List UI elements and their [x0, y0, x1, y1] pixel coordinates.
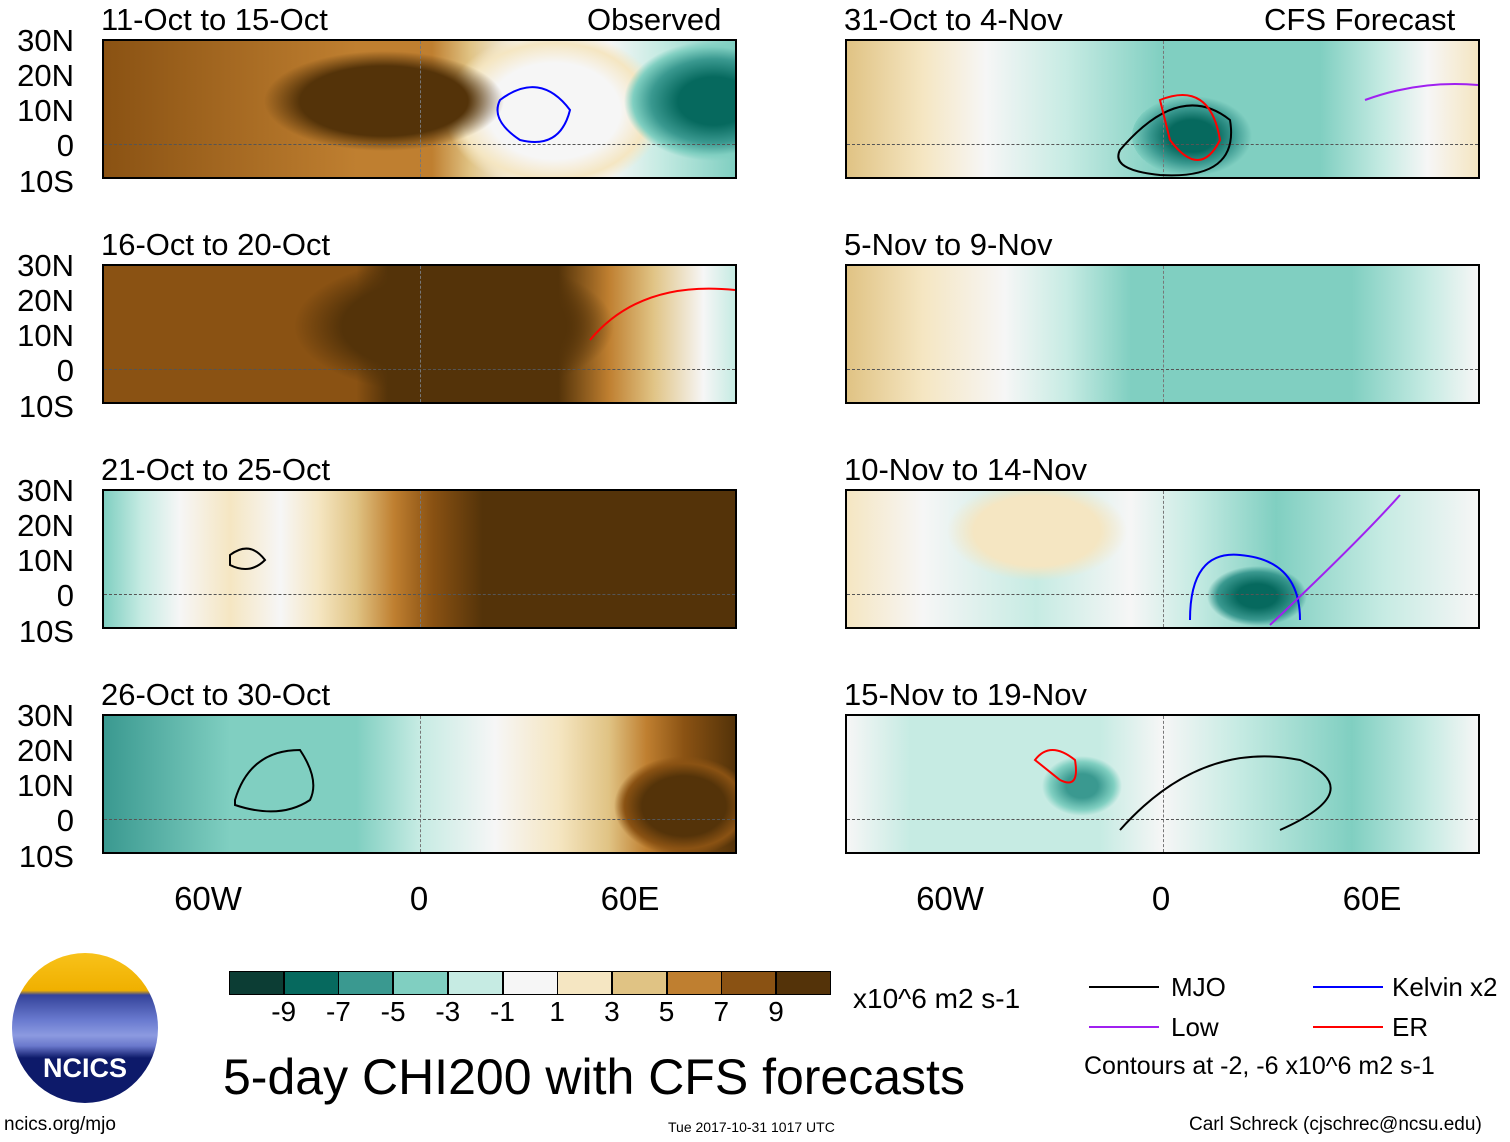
colorbar-label: -3: [435, 996, 461, 1027]
low-contour: [1364, 83, 1479, 101]
legend-line-low: [1089, 1026, 1159, 1028]
colorbar-label: 7: [713, 996, 730, 1027]
mjo-contour: [1117, 104, 1233, 177]
colorbar-swatch: [338, 971, 394, 995]
colorbar-swatch: [721, 971, 777, 995]
x-tick: 0: [409, 880, 429, 917]
panel-title: 11-Oct to 15-Oct: [101, 2, 328, 37]
panel-title: 21-Oct to 25-Oct: [101, 452, 331, 487]
low-contour: [1269, 494, 1401, 626]
panel-title: 31-Oct to 4-Nov: [844, 2, 1063, 37]
figure-title: 5-day CHI200 with CFS forecasts: [223, 1049, 965, 1105]
y-tick: 10S: [18, 614, 74, 649]
legend-label: Low: [1171, 1012, 1219, 1042]
map-panel-fcst-3: [845, 489, 1480, 629]
y-tick: 20N: [17, 508, 74, 543]
y-tick: 30N: [17, 698, 74, 733]
panel-title: 16-Oct to 20-Oct: [101, 227, 331, 262]
colorbar-units: x10^6 m2 s-1: [853, 983, 1021, 1014]
contour-overlay: [229, 83, 1479, 831]
timestamp: Tue 2017-10-31 1017 UTC: [668, 1119, 835, 1135]
er-contour: [1158, 94, 1222, 161]
y-tick: 10N: [17, 543, 74, 578]
legend-label: MJO: [1171, 972, 1226, 1002]
panel-title: 5-Nov to 9-Nov: [844, 227, 1053, 262]
er-contour: [1033, 749, 1077, 784]
y-tick: 20N: [17, 58, 74, 93]
colorbar-swatch: [502, 971, 558, 995]
mjo-contour: [1119, 755, 1332, 831]
colorbar-swatch: [611, 971, 667, 995]
y-tick: 30N: [17, 473, 74, 508]
colorbar-swatch: [447, 971, 503, 995]
legend-label: ER: [1392, 1012, 1429, 1042]
column-label-observed: Observed: [587, 2, 722, 37]
x-tick: 60W: [174, 880, 242, 917]
kelvin-contour: [496, 86, 572, 143]
panel-title: 10-Nov to 14-Nov: [844, 452, 1087, 487]
x-tick: 60W: [916, 880, 984, 917]
mjo-contour: [234, 748, 315, 813]
contour-note: Contours at -2, -6 x10^6 m2 s-1: [1084, 1052, 1435, 1080]
kelvin-contour: [1189, 553, 1301, 621]
colorbar-label: -9: [271, 996, 297, 1027]
colorbar-swatch: [393, 971, 449, 995]
map-panel-obs-1: [102, 39, 737, 179]
y-tick: 10N: [17, 768, 74, 803]
x-tick: 0: [1151, 880, 1171, 917]
panel-title: 26-Oct to 30-Oct: [101, 677, 331, 712]
y-tick: 30N: [17, 23, 74, 58]
x-tick: 60E: [600, 880, 660, 917]
colorbar-swatch: [666, 971, 722, 995]
map-panel-obs-4: [102, 714, 737, 854]
mjo-contour: [229, 547, 267, 570]
colorbar-swatch: [776, 971, 831, 995]
colorbar-label: -1: [490, 996, 515, 1027]
y-tick: 10N: [17, 93, 74, 128]
map-panel-fcst-2: [845, 264, 1480, 404]
column-label-forecast: CFS Forecast: [1264, 2, 1456, 37]
y-tick: 10S: [18, 389, 74, 424]
colorbar-label: -7: [325, 996, 351, 1027]
y-tick: 0: [56, 803, 74, 838]
y-tick: 0: [56, 128, 74, 163]
colorbar-label: -5: [380, 996, 406, 1027]
colorbar-label: 3: [604, 996, 620, 1027]
legend-label: Kelvin x2: [1392, 972, 1498, 1002]
legend-line-mjo: [1089, 986, 1159, 988]
colorbar-swatch: [557, 971, 613, 995]
map-panel-obs-3: [102, 489, 737, 629]
panel-title: 15-Nov to 19-Nov: [844, 677, 1087, 712]
y-tick: 0: [56, 353, 74, 388]
y-tick: 0: [56, 578, 74, 613]
colorbar-label: 1: [549, 996, 565, 1027]
colorbar-label: 9: [768, 996, 784, 1027]
y-tick: 30N: [17, 248, 74, 283]
legend-line-kelvin: [1313, 986, 1383, 988]
source-url[interactable]: ncics.org/mjo: [4, 1114, 116, 1135]
y-tick: 10S: [18, 164, 74, 199]
colorbar-swatch: [229, 971, 284, 995]
map-panel-fcst-4: [845, 714, 1480, 854]
y-tick: 20N: [17, 733, 74, 768]
y-tick: 20N: [17, 283, 74, 318]
er-contour: [589, 287, 736, 341]
logo-text: NCICS: [42, 1053, 127, 1083]
author-credit: Carl Schreck (cjschrec@ncsu.edu): [1189, 1114, 1482, 1135]
colorbar-swatch: [283, 971, 339, 995]
y-tick: 10N: [17, 318, 74, 353]
map-panel-obs-2: [102, 264, 737, 404]
legend-line-er: [1313, 1026, 1383, 1028]
colorbar-label: 5: [658, 996, 675, 1027]
ncics-logo: NCICS: [12, 953, 158, 1103]
y-tick: 10S: [18, 839, 74, 874]
x-tick: 60E: [1342, 880, 1402, 917]
